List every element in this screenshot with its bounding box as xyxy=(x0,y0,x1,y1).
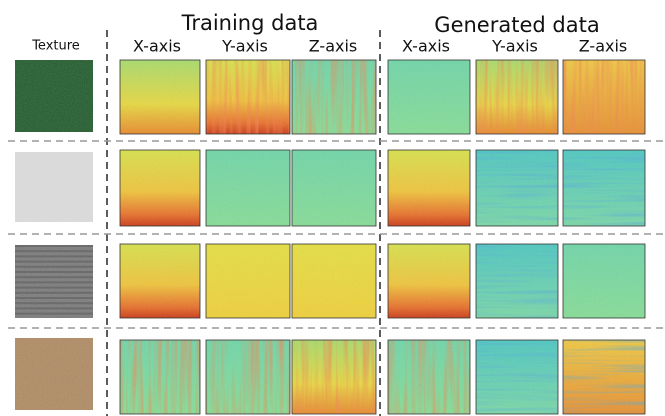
texture-stripe xyxy=(15,297,93,299)
texture-stripe xyxy=(15,260,93,263)
panel-border xyxy=(291,149,377,227)
texture-stripe xyxy=(15,307,93,310)
panel-border xyxy=(387,59,471,135)
texture-stripe xyxy=(15,276,93,279)
spectrogram-stripes xyxy=(563,60,645,134)
spectrogram-grain xyxy=(120,60,200,134)
spectrogram-grain xyxy=(292,150,376,226)
texture-stripe xyxy=(15,291,93,294)
texture-stripe xyxy=(15,286,93,289)
spectrogram-grain xyxy=(388,150,470,226)
texture-stripe xyxy=(15,281,93,284)
texture-stripe xyxy=(15,302,93,305)
spectrogram-grain xyxy=(388,244,470,318)
panel-border xyxy=(475,59,559,135)
panel-border xyxy=(205,243,291,319)
spectrogram-stripes xyxy=(292,60,376,134)
panel-border xyxy=(475,339,559,415)
texture-stripe xyxy=(15,312,93,315)
panel-border xyxy=(562,243,646,319)
panel-border xyxy=(387,149,471,227)
axis-label: X-axis xyxy=(133,37,181,56)
spectrogram-stripes xyxy=(563,150,645,226)
texture-grain xyxy=(15,338,93,410)
panel-border xyxy=(119,339,201,415)
group-title: Generated data xyxy=(434,13,599,37)
spectrogram-grain xyxy=(292,244,376,318)
texture-stripe xyxy=(15,255,93,258)
axis-label: Y-axis xyxy=(221,37,268,56)
texture-stripe xyxy=(15,265,93,268)
panel-border xyxy=(562,59,646,135)
spectrogram-stripes xyxy=(206,60,290,134)
panel-border xyxy=(291,59,377,135)
panel-border xyxy=(291,243,377,319)
texture-grain xyxy=(15,152,93,222)
spectrogram-stripes xyxy=(120,340,200,414)
spectrogram-grain xyxy=(388,60,470,134)
axis-label: Y-axis xyxy=(491,37,538,56)
spectrogram-stripes xyxy=(563,340,645,414)
panel-border xyxy=(387,339,471,415)
panel-border xyxy=(475,149,559,227)
spectrogram-stripes xyxy=(476,244,558,318)
panel-border xyxy=(119,59,201,135)
spectrogram-grain xyxy=(563,244,645,318)
panel-border xyxy=(562,339,646,415)
texture-stripe xyxy=(15,271,93,273)
texture-heading: Texture xyxy=(31,39,80,54)
group-title: Training data xyxy=(181,11,319,35)
texture-stripe xyxy=(15,245,93,247)
panel-border xyxy=(119,243,201,319)
axis-label: X-axis xyxy=(402,37,450,56)
texture-grain xyxy=(15,60,93,132)
panel-border xyxy=(205,149,291,227)
panel-border xyxy=(205,339,291,415)
spectrogram-stripes xyxy=(388,340,470,414)
axis-label: Z-axis xyxy=(579,37,628,56)
spectrogram-grain xyxy=(206,150,290,226)
spectrogram-grain xyxy=(120,244,200,318)
spectrogram-stripes xyxy=(206,340,290,414)
texture-grain xyxy=(15,245,93,318)
spectrogram-stripes xyxy=(476,150,558,226)
spectrogram-grain xyxy=(120,150,200,226)
panel-border xyxy=(387,243,471,319)
panel-border xyxy=(475,243,559,319)
texture-stripe xyxy=(15,250,93,253)
panel-border xyxy=(119,149,201,227)
spectrogram-stripes xyxy=(476,340,558,414)
spectrogram-stripes xyxy=(476,60,558,134)
spectrogram-grain xyxy=(206,244,290,318)
panel-border xyxy=(291,339,377,415)
panel-border xyxy=(562,149,646,227)
axis-label: Z-axis xyxy=(309,37,358,56)
panel-border xyxy=(205,59,291,135)
spectrogram-stripes xyxy=(292,340,376,414)
